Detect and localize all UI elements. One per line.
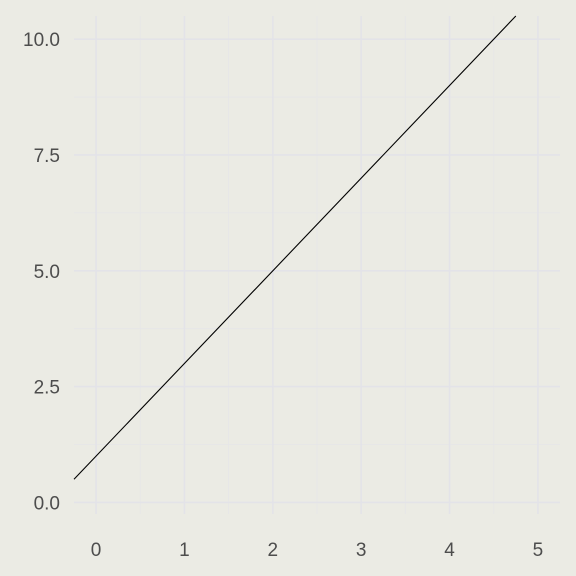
x-tick-label: 1 [179,540,190,561]
y-axis-ticks: 0.0 2.5 5.0 7.5 10.0 [23,30,60,514]
major-gridlines [74,16,560,514]
series-line [73,15,517,480]
minor-gridlines [74,16,560,514]
x-tick-label: 3 [356,540,367,561]
data-series [73,15,517,480]
y-tick-label: 2.5 [34,378,60,399]
x-axis-ticks: 0 1 2 3 4 5 [91,540,543,561]
x-tick-label: 5 [533,540,544,561]
y-tick-label: 5.0 [34,262,60,283]
y-tick-label: 10.0 [23,30,60,51]
y-tick-label: 7.5 [34,146,60,167]
x-tick-label: 0 [91,540,102,561]
x-tick-label: 4 [444,540,455,561]
x-tick-label: 2 [268,540,279,561]
y-tick-label: 0.0 [34,493,60,514]
